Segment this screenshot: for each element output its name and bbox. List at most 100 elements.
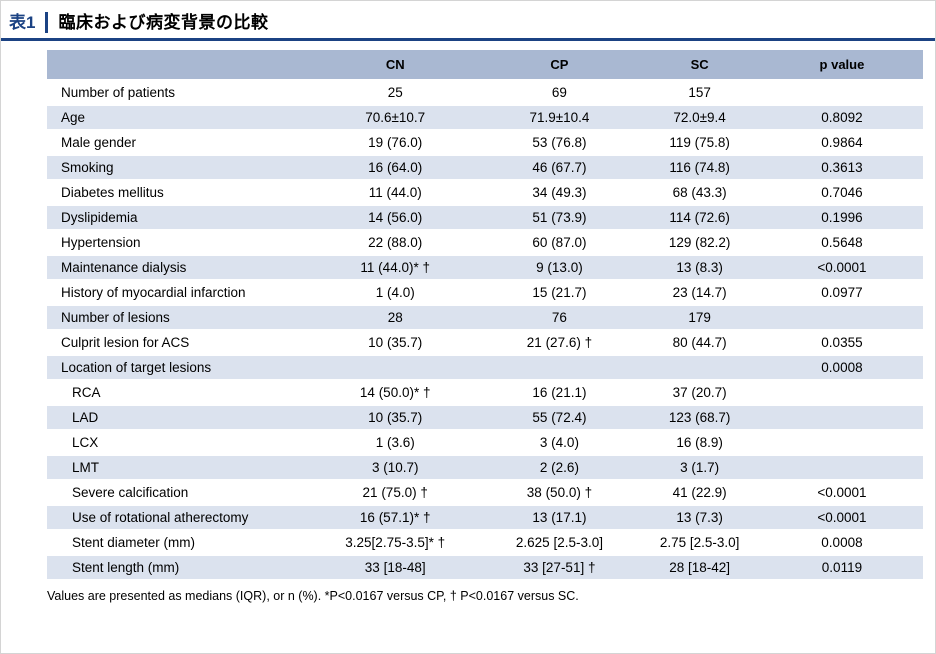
row-label: LCX <box>47 430 310 456</box>
sc-value: 41 (22.9) <box>638 480 761 506</box>
p-value: <0.0001 <box>760 480 923 506</box>
cn-value: 1 (4.0) <box>309 280 481 306</box>
cn-value: 14 (50.0)* † <box>309 380 481 406</box>
cn-value: 21 (75.0) † <box>309 480 481 506</box>
table-row: LAD 10 (35.7) 55 (72.4) 123 (68.7) <box>47 405 923 431</box>
cn-value: 3.25[2.75-3.5]* † <box>309 530 481 556</box>
cn-value: 1 (3.6) <box>309 430 481 456</box>
table-row: LCX 1 (3.6) 3 (4.0) 16 (8.9) <box>47 430 923 456</box>
cp-value: 38 (50.0) † <box>480 480 639 506</box>
p-value: 0.0119 <box>760 555 923 581</box>
cp-value <box>480 355 639 381</box>
cp-value: 76 <box>480 305 639 331</box>
cn-value: 11 (44.0) <box>309 180 481 206</box>
sc-value: 80 (44.7) <box>638 330 761 356</box>
cn-value: 10 (35.7) <box>309 330 481 356</box>
sc-value: 123 (68.7) <box>638 405 761 431</box>
sc-value: 23 (14.7) <box>638 280 761 306</box>
caption-rule <box>1 38 935 41</box>
sc-value: 119 (75.8) <box>638 130 761 156</box>
row-label: Number of lesions <box>47 305 310 331</box>
sc-value: 28 [18-42] <box>638 555 761 581</box>
row-label: Stent length (mm) <box>47 555 310 581</box>
page: 表1 臨床および病変背景の比較 CN CP SC p value Number … <box>1 1 935 604</box>
sc-value: 68 (43.3) <box>638 180 761 206</box>
row-label: Stent diameter (mm) <box>47 530 310 556</box>
sc-value: 157 <box>638 80 761 106</box>
row-label: Location of target lesions <box>47 355 310 381</box>
header-row: CN CP SC p value <box>47 50 923 81</box>
sc-value: 13 (8.3) <box>638 255 761 281</box>
cp-value: 16 (21.1) <box>480 380 639 406</box>
cn-value: 16 (64.0) <box>309 155 481 181</box>
row-label: LAD <box>47 405 310 431</box>
table-row: Age 70.6±10.7 71.9±10.4 72.0±9.4 0.8092 <box>47 105 923 131</box>
cp-value: 34 (49.3) <box>480 180 639 206</box>
sc-value: 179 <box>638 305 761 331</box>
cp-value: 15 (21.7) <box>480 280 639 306</box>
p-value: 0.5648 <box>760 230 923 256</box>
cn-value: 19 (76.0) <box>309 130 481 156</box>
p-value <box>760 305 923 331</box>
sc-value: 3 (1.7) <box>638 455 761 481</box>
cn-value: 25 <box>309 80 481 106</box>
row-label: RCA <box>47 380 310 406</box>
p-value: 0.9864 <box>760 130 923 156</box>
comparison-table: CN CP SC p value Number of patients 25 6… <box>47 50 923 581</box>
p-value: 0.3613 <box>760 155 923 181</box>
cp-value: 2 (2.6) <box>480 455 639 481</box>
table-row: Number of lesions 28 76 179 <box>47 305 923 331</box>
cp-value: 69 <box>480 80 639 106</box>
row-label: Maintenance dialysis <box>47 255 310 281</box>
p-value <box>760 405 923 431</box>
cp-value: 33 [27-51] † <box>480 555 639 581</box>
cn-value: 70.6±10.7 <box>309 105 481 131</box>
sc-value: 116 (74.8) <box>638 155 761 181</box>
p-value: 0.7046 <box>760 180 923 206</box>
caption-divider <box>45 12 49 33</box>
column-header-p-value: p value <box>760 50 923 81</box>
table-row: Number of patients 25 69 157 <box>47 80 923 106</box>
row-label: Diabetes mellitus <box>47 180 310 206</box>
cp-value: 13 (17.1) <box>480 505 639 531</box>
cp-value: 53 (76.8) <box>480 130 639 156</box>
sc-value: 2.75 [2.5-3.0] <box>638 530 761 556</box>
cn-value: 3 (10.7) <box>309 455 481 481</box>
table-row: Location of target lesions 0.0008 <box>47 355 923 381</box>
cp-value: 3 (4.0) <box>480 430 639 456</box>
row-label: Smoking <box>47 155 310 181</box>
cp-value: 46 (67.7) <box>480 155 639 181</box>
row-label: Age <box>47 105 310 131</box>
row-label: Hypertension <box>47 230 310 256</box>
cn-value: 16 (57.1)* † <box>309 505 481 531</box>
cp-value: 55 (72.4) <box>480 405 639 431</box>
table-row: LMT 3 (10.7) 2 (2.6) 3 (1.7) <box>47 455 923 481</box>
table-row: Smoking 16 (64.0) 46 (67.7) 116 (74.8) 0… <box>47 155 923 181</box>
row-label: LMT <box>47 455 310 481</box>
cp-value: 60 (87.0) <box>480 230 639 256</box>
row-label: Severe calcification <box>47 480 310 506</box>
cn-value: 14 (56.0) <box>309 205 481 231</box>
row-label: Number of patients <box>47 80 310 106</box>
p-value: 0.1996 <box>760 205 923 231</box>
p-value: <0.0001 <box>760 505 923 531</box>
row-label: Male gender <box>47 130 310 156</box>
column-header-cn: CN <box>309 50 481 81</box>
p-value: 0.0008 <box>760 355 923 381</box>
cn-value: 10 (35.7) <box>309 405 481 431</box>
column-header-cp: CP <box>480 50 639 81</box>
p-value <box>760 80 923 106</box>
table-row: RCA 14 (50.0)* † 16 (21.1) 37 (20.7) <box>47 380 923 406</box>
cn-value: 28 <box>309 305 481 331</box>
p-value: 0.0977 <box>760 280 923 306</box>
table-title: 臨床および病変背景の比較 <box>58 13 269 32</box>
table-footnote: Values are presented as medians (IQR), o… <box>47 589 579 603</box>
p-value: 0.8092 <box>760 105 923 131</box>
p-value <box>760 455 923 481</box>
sc-value: 16 (8.9) <box>638 430 761 456</box>
table-row: Severe calcification 21 (75.0) † 38 (50.… <box>47 480 923 506</box>
table-row: Use of rotational atherectomy 16 (57.1)*… <box>47 505 923 531</box>
table-row: Culprit lesion for ACS 10 (35.7) 21 (27.… <box>47 330 923 356</box>
cp-value: 2.625 [2.5-3.0] <box>480 530 639 556</box>
p-value: 0.0355 <box>760 330 923 356</box>
